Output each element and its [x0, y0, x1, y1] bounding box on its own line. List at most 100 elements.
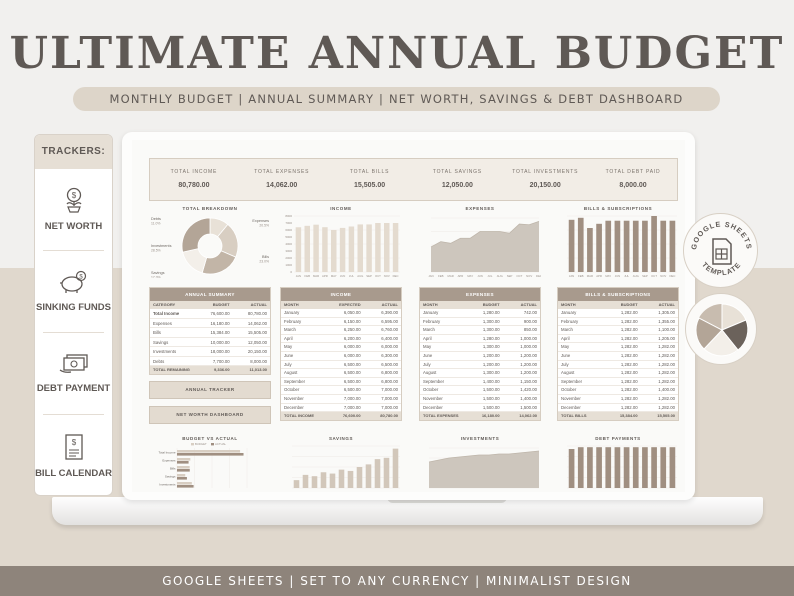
category-cell: Expenses [153, 320, 172, 326]
column-header: ACTUAL [250, 302, 268, 307]
laptop-frame: TOTAL INCOME 80,780.00 TOTAL EXPENSES 14… [122, 132, 695, 500]
table-row: January 1,280.00 742.00 [420, 309, 540, 318]
budget-cell: 76,600.00 [210, 311, 230, 316]
actual-cell: 6,300.00 [381, 352, 399, 358]
actual-cell: 6,400.00 [381, 335, 399, 341]
actual-cell: 14,062.00 [247, 320, 268, 326]
bar [357, 224, 363, 272]
month-cell: July [284, 361, 292, 367]
bar [577, 447, 584, 488]
actual-cell: 20,150.00 [247, 349, 268, 354]
x-tick-label: JAN [428, 274, 433, 278]
actual-cell: 1,100.00 [658, 327, 676, 333]
x-tick-label: DEC [536, 274, 541, 278]
actual-cell: 6,800.00 [381, 378, 399, 384]
footer-banner: GOOGLE SHEETS | SET TO ANY CURRENCY | MI… [0, 566, 794, 596]
bar [322, 227, 328, 272]
table-row: August 6,500.00 6,800.00 [281, 369, 401, 378]
budget-vs-actual-chart: BUDGET ACTUAL Total Income Expenses Bills Sav… [158, 442, 248, 488]
budget-cell: 1,282.00 [620, 327, 638, 333]
budget-cell: 1,282.00 [620, 395, 638, 401]
budget-cell: 10,000.00 [210, 339, 230, 345]
table-row: November 1,282.00 1,282.00 [558, 395, 678, 404]
actual-cell: 1,200.00 [520, 352, 538, 358]
bar [660, 447, 667, 488]
budget-cell: 7,000.00 [343, 395, 361, 401]
actual-cell: 1,282.00 [658, 352, 676, 358]
tracker-net-worth[interactable]: $ NET WORTH [43, 169, 104, 251]
total-budget: 9,336.00 [214, 367, 230, 372]
actual-cell: 7,000.00 [381, 387, 399, 393]
month-cell: December [561, 404, 581, 410]
tracker-sinking-funds[interactable]: $ SINKING FUNDS [36, 251, 111, 333]
table-row: March 1,300.00 850.00 [420, 326, 540, 335]
table-header-row: CATEGORY BUDGET ACTUAL [150, 301, 270, 309]
x-tick-label: FEB [305, 274, 311, 278]
bar [313, 224, 319, 272]
table-row: February 6,150.00 6,595.00 [281, 318, 401, 327]
donut-pct-label: 28.5% [151, 249, 161, 253]
column-header: BUDGET [212, 302, 230, 307]
bar [669, 447, 676, 488]
kpi-value: 12,050.00 [441, 182, 473, 189]
month-cell: May [561, 344, 570, 350]
budget-cell: 6,000.00 [343, 344, 361, 350]
x-tick-label: FEB [578, 274, 584, 278]
budget-cell: 1,300.00 [482, 327, 500, 333]
month-cell: November [284, 395, 304, 401]
actual-cell: 6,390.00 [381, 310, 399, 315]
x-tick-label: APR [322, 274, 328, 278]
month-cell: November [423, 395, 443, 401]
actual-cell: 1,400.00 [658, 387, 676, 393]
bar [311, 476, 318, 488]
kpi-total-expenses: TOTAL EXPENSES 14,062.00 [238, 159, 326, 200]
expenses-area-chart: JAN FEB MAR APR MAY JUN JUL AUG SEP OCT NOV DEC [428, 217, 541, 278]
table-title: ANNUAL SUMMARY [150, 288, 270, 301]
table-total-row: TOTAL REMAINING 9,336.00 11,013.00 [150, 366, 270, 374]
x-tick-label: JUL [624, 274, 629, 278]
bar [383, 457, 390, 488]
bar [587, 228, 593, 272]
tracker-debt-payment[interactable]: DEBT PAYMENT [37, 333, 110, 415]
net-worth-dashboard-button[interactable]: NET WORTH DASHBOARD [149, 406, 271, 424]
budget-cell: 1,282.00 [620, 335, 638, 341]
budget-cell: 1,282.00 [620, 378, 638, 384]
laptop-base [52, 497, 763, 525]
actual-cell: 6,500.00 [381, 361, 399, 367]
month-cell: September [284, 378, 306, 384]
actual-cell: 1,282.00 [658, 361, 676, 367]
x-tick-label: JUL [487, 274, 492, 278]
pie-chart-icon [695, 303, 749, 357]
actual-cell: 1,150.00 [520, 378, 538, 384]
table-header-row: MONTH BUDGET ACTUAL [420, 301, 540, 309]
page-title: ULTIMATE ANNUAL BUDGET [9, 28, 785, 79]
category-cell: Investments [153, 349, 177, 354]
actual-cell: 742.00 [523, 310, 538, 315]
tracker-bill-calendar[interactable]: $ BILL CALENDAR [35, 415, 112, 495]
table-row: Expenses 16,180.00 14,062.00 [150, 319, 270, 328]
table-row: June 1,282.00 1,282.00 [558, 352, 678, 361]
actual-cell: 1,200.00 [520, 370, 538, 376]
month-cell: May [423, 344, 432, 350]
donut-pct-label: 11.0% [151, 222, 160, 226]
annual-tracker-button[interactable]: ANNUAL TRACKER [149, 381, 271, 399]
actual-cell: 15,505.00 [247, 330, 268, 335]
legend-label: ACTUAL [215, 442, 226, 446]
area-line [428, 450, 540, 463]
table-row: February 1,300.00 900.00 [420, 318, 540, 327]
bar [577, 217, 584, 272]
actual-cell: 7,000.00 [381, 395, 399, 401]
table-row: August 1,282.00 1,282.00 [558, 369, 678, 378]
dashboard-screen: TOTAL INCOME 80,780.00 TOTAL EXPENSES 14… [132, 140, 685, 492]
month-cell: March [284, 327, 296, 333]
month-cell: July [423, 361, 431, 367]
budget-cell: 1,300.00 [482, 344, 500, 350]
table-row: October 1,500.00 1,420.00 [420, 386, 540, 395]
budget-cell: 1,500.00 [482, 404, 500, 410]
laptop-notch [387, 497, 507, 503]
column-header: ACTUAL [520, 302, 538, 307]
table-row: Debts 7,700.00 8,000.00 [150, 357, 270, 366]
y-tick-label: 6000 [285, 228, 292, 232]
breakdown-title: TOTAL BREAKDOWN [182, 206, 238, 211]
x-tick-label: JUN [340, 274, 345, 278]
